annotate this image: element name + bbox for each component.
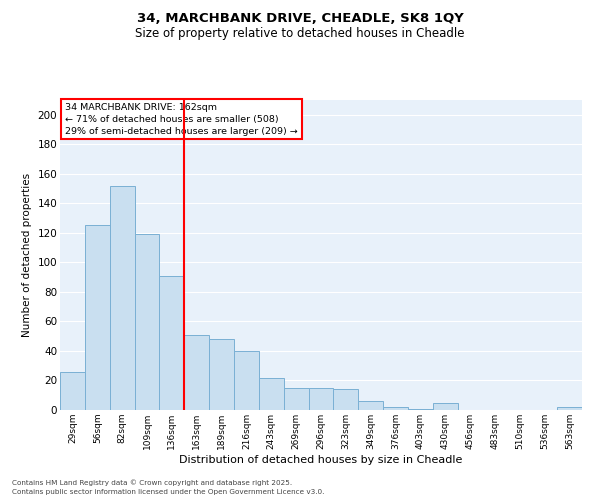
Bar [308,388,334,410]
Bar [408,408,433,410]
Bar [110,186,134,410]
Bar [184,334,209,410]
Text: Contains public sector information licensed under the Open Government Licence v3: Contains public sector information licen… [12,489,325,495]
Bar [284,388,308,410]
X-axis label: Distribution of detached houses by size in Cheadle: Distribution of detached houses by size … [179,454,463,464]
Bar [209,339,234,410]
Bar [134,234,160,410]
Bar [433,402,458,410]
Bar [234,351,259,410]
Bar [85,226,110,410]
Bar [358,401,383,410]
Bar [60,372,85,410]
Bar [334,390,358,410]
Y-axis label: Number of detached properties: Number of detached properties [22,173,32,337]
Bar [160,276,184,410]
Text: 34 MARCHBANK DRIVE: 162sqm
← 71% of detached houses are smaller (508)
29% of sem: 34 MARCHBANK DRIVE: 162sqm ← 71% of deta… [65,103,298,136]
Bar [557,407,582,410]
Bar [383,407,408,410]
Bar [259,378,284,410]
Text: 34, MARCHBANK DRIVE, CHEADLE, SK8 1QY: 34, MARCHBANK DRIVE, CHEADLE, SK8 1QY [137,12,463,26]
Text: Contains HM Land Registry data © Crown copyright and database right 2025.: Contains HM Land Registry data © Crown c… [12,480,292,486]
Text: Size of property relative to detached houses in Cheadle: Size of property relative to detached ho… [135,28,465,40]
